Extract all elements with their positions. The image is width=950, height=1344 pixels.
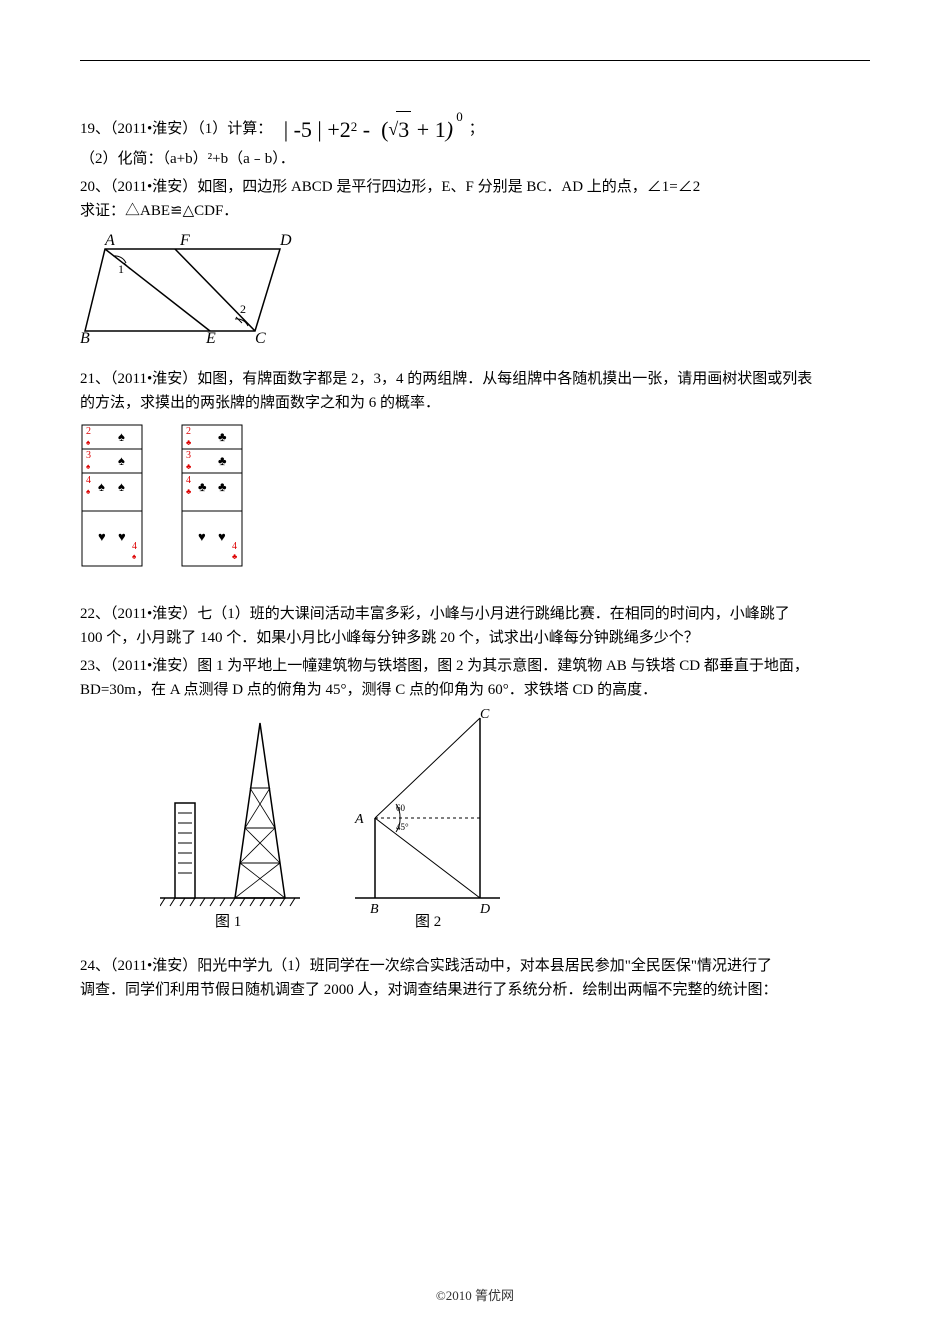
footer-copyright: ©2010 箐优网	[0, 1285, 950, 1304]
svg-text:E: E	[205, 330, 216, 347]
horizontal-divider	[80, 60, 870, 61]
svg-text:♣: ♣	[186, 487, 192, 496]
p22-line1: 22、（2011•淮安）七（1）班的大课间活动丰富多彩，小峰与小月进行跳绳比赛．…	[80, 602, 870, 626]
problem-24: 24、（2011•淮安）阳光中学九（1）班同学在一次综合实践活动中，对本县居民参…	[80, 954, 870, 1002]
svg-text:B: B	[370, 902, 379, 917]
p24-line2: 调查．同学们利用节假日随机调查了 2000 人，对调查结果进行了系统分析．绘制出…	[80, 978, 870, 1002]
svg-text:♣: ♣	[218, 453, 227, 468]
p24-line1: 24、（2011•淮安）阳光中学九（1）班同学在一次综合实践活动中，对本县居民参…	[80, 954, 870, 978]
problem-19: 19、（2011•淮安）（1）计算： | -5 | +22 - (√3 + 1)…	[80, 111, 870, 171]
svg-text:2: 2	[86, 426, 91, 437]
svg-text:4: 4	[86, 475, 91, 486]
svg-text:4: 4	[232, 541, 237, 552]
svg-text:F: F	[179, 232, 190, 249]
svg-text:D: D	[279, 232, 292, 249]
p19-formula: | -5 | +22 - (√3 + 1) 0	[278, 111, 463, 147]
svg-text:C: C	[255, 330, 266, 347]
cards-figure: 2 ♠ ♠ 3 ♠ ♠ 4 ♠ ♠ ♠ ♥ ♥ ♠ 4 2	[80, 423, 280, 578]
svg-text:♣: ♣	[198, 479, 207, 494]
svg-text:♠: ♠	[98, 479, 105, 494]
svg-text:♥: ♥	[198, 529, 206, 544]
p19-sub2: （2）化简：（a+b）²+b（a﹣b）．	[80, 147, 870, 171]
tower-figure: 图 1 A B C D	[160, 708, 530, 938]
svg-text:♣: ♣	[232, 552, 238, 561]
svg-text:♠: ♠	[118, 479, 125, 494]
p23-line1: 23、（2011•淮安）图 1 为平地上一幢建筑物与铁塔图，图 2 为其示意图．…	[80, 654, 870, 678]
svg-text:4: 4	[186, 475, 191, 486]
svg-text:图 1: 图 1	[215, 913, 241, 930]
p20-line2: 求证：△ABE≌△CDF．	[80, 199, 870, 223]
svg-text:C: C	[480, 708, 490, 722]
parallelogram-figure: A B C D E F 1 2	[80, 231, 300, 351]
svg-text:60: 60	[396, 803, 406, 813]
svg-text:♥: ♥	[218, 529, 226, 544]
svg-text:3: 3	[86, 450, 91, 461]
problem-21: 21、（2011•淮安）如图，有牌面数字都是 2，3，4 的两组牌．从每组牌中各…	[80, 367, 870, 598]
p22-line2: 100 个，小月跳了 140 个．如果小月比小峰每分钟多跳 20 个，试求出小峰…	[80, 626, 870, 650]
problem-22: 22、（2011•淮安）七（1）班的大课间活动丰富多彩，小峰与小月进行跳绳比赛．…	[80, 602, 870, 650]
svg-text:♥: ♥	[118, 529, 126, 544]
svg-text:♠: ♠	[118, 429, 125, 444]
p20-line1: 20、（2011•淮安）如图，四边形 ABCD 是平行四边形，E、F 分别是 B…	[80, 175, 870, 199]
svg-text:A: A	[104, 232, 115, 249]
p23-line2: BD=30m，在 A 点测得 D 点的俯角为 45°，测得 C 点的仰角为 60…	[80, 678, 870, 702]
svg-text:♣: ♣	[186, 438, 192, 447]
svg-text:B: B	[80, 330, 90, 347]
problem-23: 23、（2011•淮安）图 1 为平地上一幢建筑物与铁塔图，图 2 为其示意图．…	[80, 654, 870, 950]
p19-prefix: 19、（2011•淮安）（1）计算：	[80, 117, 272, 141]
problem-20: 20、（2011•淮安）如图，四边形 ABCD 是平行四边形，E、F 分别是 B…	[80, 175, 870, 363]
svg-text:3: 3	[186, 450, 191, 461]
content-area: 19、（2011•淮安）（1）计算： | -5 | +22 - (√3 + 1)…	[80, 111, 870, 1002]
svg-text:♣: ♣	[218, 479, 227, 494]
svg-text:D: D	[479, 902, 490, 917]
svg-text:图 2: 图 2	[415, 913, 441, 930]
svg-text:1: 1	[118, 262, 124, 276]
p21-line2: 的方法，求摸出的两张牌的牌面数字之和为 6 的概率．	[80, 391, 870, 415]
svg-text:♣: ♣	[186, 462, 192, 471]
svg-text:♣: ♣	[218, 429, 227, 444]
svg-text:A: A	[354, 812, 364, 827]
svg-text:♥: ♥	[98, 529, 106, 544]
svg-text:2: 2	[240, 302, 246, 316]
svg-text:4: 4	[132, 541, 137, 552]
svg-text:2: 2	[186, 426, 191, 437]
p19-suffix: ；	[469, 117, 484, 141]
p21-line1: 21、（2011•淮安）如图，有牌面数字都是 2，3，4 的两组牌．从每组牌中各…	[80, 367, 870, 391]
svg-text:♠: ♠	[118, 453, 125, 468]
svg-text:45°: 45°	[396, 822, 409, 832]
